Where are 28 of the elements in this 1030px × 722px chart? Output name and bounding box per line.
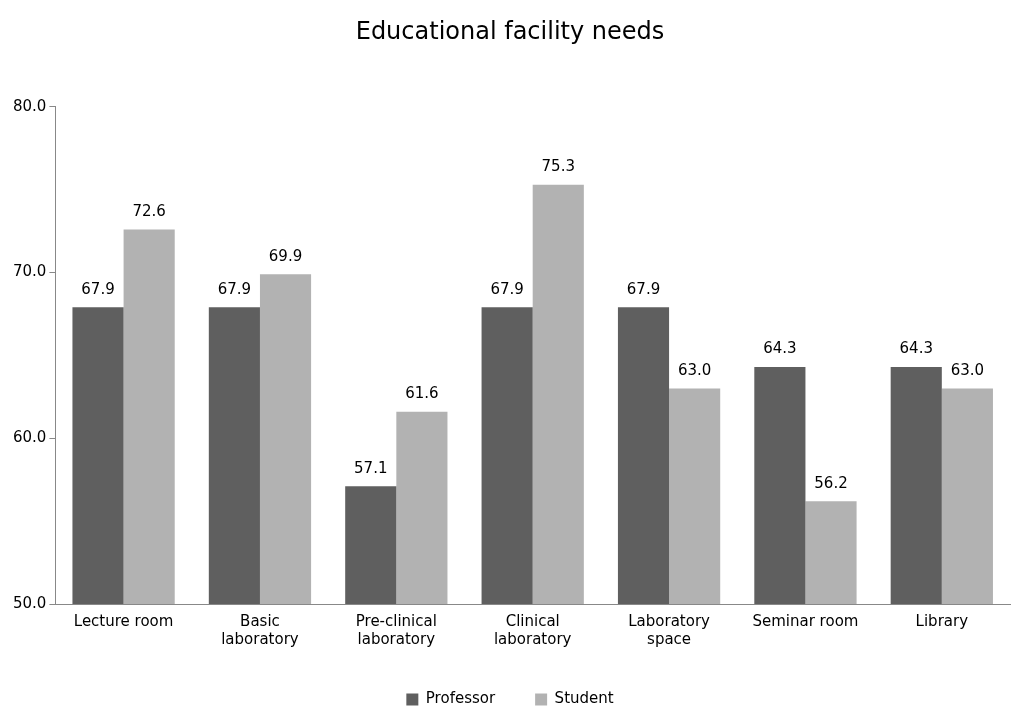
data-label: 57.1 (354, 458, 388, 477)
data-label: 67.9 (81, 279, 115, 298)
data-label: 64.3 (899, 339, 933, 358)
x-tick-label: Seminar room (752, 611, 859, 630)
x-tick-label: Clinical laboratory (493, 611, 572, 648)
data-label: 75.3 (541, 157, 575, 176)
y-tick-label: 70.0 (12, 262, 47, 281)
data-label: 67.9 (626, 279, 661, 298)
data-label: 69.9 (268, 246, 303, 265)
data-label: 67.9 (217, 279, 252, 298)
x-tick-label: Library (915, 611, 969, 630)
legend-label: Student (554, 689, 614, 708)
data-label: 72.6 (132, 201, 166, 220)
data-label: 63.0 (677, 360, 712, 379)
y-tick-label: 80.0 (12, 96, 47, 115)
y-tick-label: 50.0 (12, 593, 47, 612)
data-label: 64.3 (763, 339, 797, 358)
x-tick-label: Laboratory space (628, 611, 711, 648)
data-label: 61.6 (405, 384, 439, 403)
legend-label: Professor (425, 689, 496, 708)
chart-title: Educational facility needs (355, 16, 665, 45)
x-tick-label: Pre-clinical laboratory (355, 611, 437, 648)
data-label: 56.2 (814, 473, 848, 492)
x-tick-label: Lecture room (73, 611, 174, 630)
data-label: 63.0 (950, 360, 985, 379)
x-tick-label: Basic laboratory (221, 611, 299, 648)
y-tick-label: 60.0 (12, 428, 47, 447)
data-label: 67.9 (490, 279, 524, 298)
